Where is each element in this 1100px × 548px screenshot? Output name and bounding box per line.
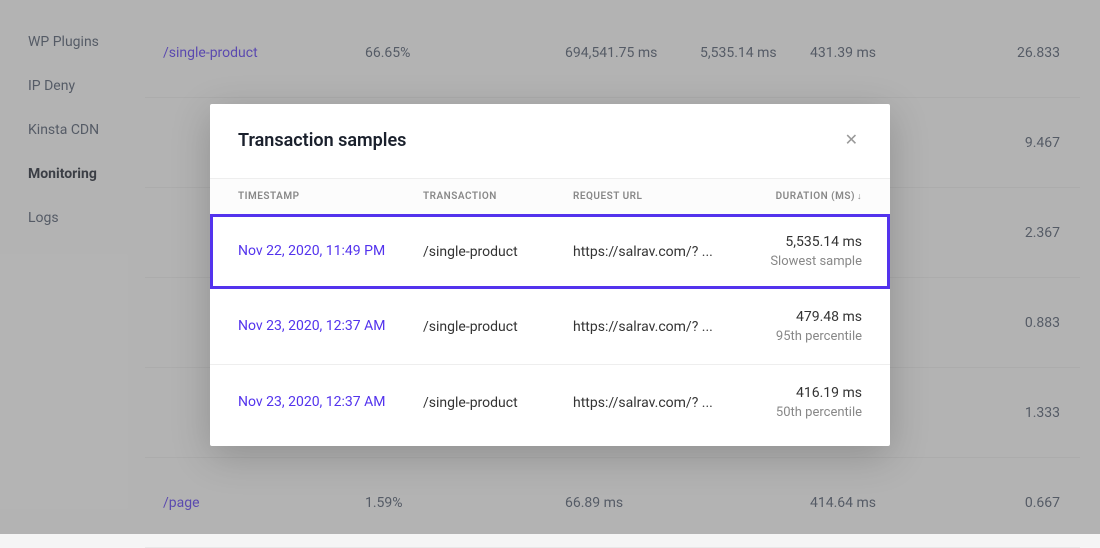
column-header-timestamp[interactable]: TIMESTAMP bbox=[238, 191, 423, 202]
duration-cell: 416.19 ms 50th percentile bbox=[728, 385, 862, 420]
column-header-transaction[interactable]: TRANSACTION bbox=[423, 191, 573, 202]
column-header-request-url[interactable]: REQUEST URL bbox=[573, 191, 728, 202]
transaction-samples-modal: Transaction samples ✕ TIMESTAMP TRANSACT… bbox=[210, 104, 890, 446]
duration-cell: 479.48 ms 95th percentile bbox=[728, 309, 862, 344]
modal-header: Transaction samples ✕ bbox=[210, 104, 890, 178]
url-cell: https://salrav.com/? ... bbox=[573, 319, 728, 335]
url-cell: https://salrav.com/? ... bbox=[573, 395, 728, 411]
timestamp-link[interactable]: Nov 23, 2020, 12:37 AM bbox=[238, 317, 423, 337]
sample-row[interactable]: Nov 23, 2020, 12:37 AM /single-product h… bbox=[210, 289, 890, 365]
duration-value: 5,535.14 ms bbox=[728, 234, 862, 250]
modal-table-header: TIMESTAMP TRANSACTION REQUEST URL DURATI… bbox=[210, 178, 890, 215]
close-icon[interactable]: ✕ bbox=[841, 126, 862, 154]
sample-row[interactable]: Nov 23, 2020, 12:37 AM /single-product h… bbox=[210, 365, 890, 446]
duration-cell: 5,535.14 ms Slowest sample bbox=[728, 234, 862, 269]
column-header-duration[interactable]: DURATION (MS)↓ bbox=[728, 191, 862, 202]
timestamp-link[interactable]: Nov 23, 2020, 12:37 AM bbox=[238, 393, 423, 413]
transaction-cell: /single-product bbox=[423, 319, 573, 335]
url-cell: https://salrav.com/? ... bbox=[573, 244, 728, 260]
transaction-cell: /single-product bbox=[423, 395, 573, 411]
modal-overlay[interactable]: Transaction samples ✕ TIMESTAMP TRANSACT… bbox=[0, 0, 1100, 534]
duration-label: 95th percentile bbox=[728, 329, 862, 344]
sample-row[interactable]: Nov 22, 2020, 11:49 PM /single-product h… bbox=[210, 214, 890, 289]
transaction-cell: /single-product bbox=[423, 244, 573, 260]
duration-value: 416.19 ms bbox=[728, 385, 862, 401]
modal-title: Transaction samples bbox=[238, 130, 406, 151]
timestamp-link[interactable]: Nov 22, 2020, 11:49 PM bbox=[238, 242, 423, 262]
sort-arrow-icon: ↓ bbox=[857, 192, 862, 202]
duration-value: 479.48 ms bbox=[728, 309, 862, 325]
duration-label: 50th percentile bbox=[728, 405, 862, 420]
duration-label: Slowest sample bbox=[728, 254, 862, 269]
